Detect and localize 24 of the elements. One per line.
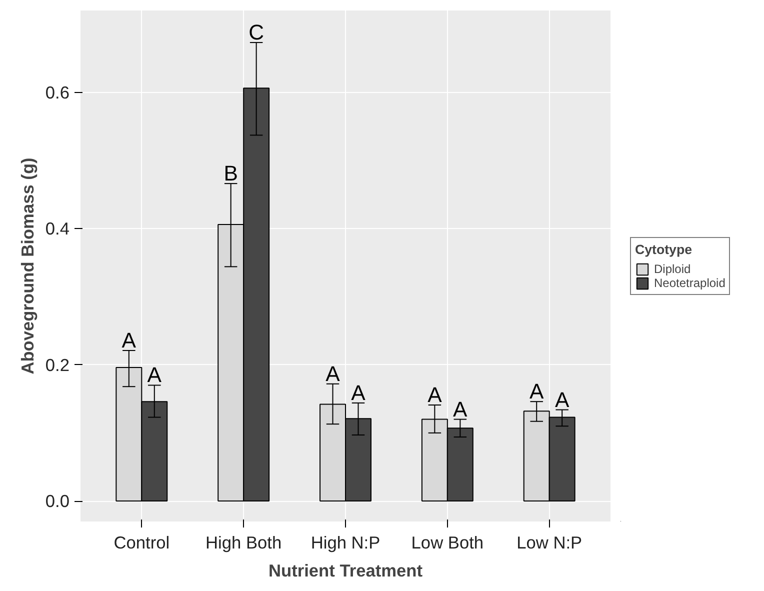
x-tick-label: Low N:P bbox=[516, 532, 582, 552]
annotation: A bbox=[351, 380, 366, 405]
annotation: A bbox=[529, 380, 544, 404]
annotation: A bbox=[122, 328, 137, 352]
annotation: C bbox=[248, 20, 264, 45]
x-tick-label: Control bbox=[114, 532, 170, 552]
x-tick-label: High N:P bbox=[310, 532, 380, 552]
annotation: A bbox=[554, 388, 570, 412]
annotation: A bbox=[147, 363, 162, 388]
y-tick-label: 0.4 bbox=[45, 218, 70, 239]
legend-label: Neotetraploid bbox=[654, 276, 726, 290]
x-tick-label: Low Both bbox=[411, 532, 484, 552]
legend-label: Diploid bbox=[654, 262, 691, 276]
x-axis-title: Nutrient Treatment bbox=[268, 560, 423, 580]
y-tick-label: 0.0 bbox=[45, 491, 70, 512]
annotation: A bbox=[326, 362, 341, 386]
annotation: A bbox=[428, 382, 443, 407]
legend-title: Cytotype bbox=[635, 242, 694, 256]
y-tick-label: 0.2 bbox=[45, 354, 70, 375]
annotation: B bbox=[224, 162, 238, 186]
annotation: A bbox=[453, 397, 468, 422]
y-tick-label: 0.6 bbox=[45, 82, 70, 102]
y-axis-title: Aboveground Biomass (g) bbox=[17, 158, 38, 374]
x-tick-label: High Both bbox=[206, 532, 282, 552]
